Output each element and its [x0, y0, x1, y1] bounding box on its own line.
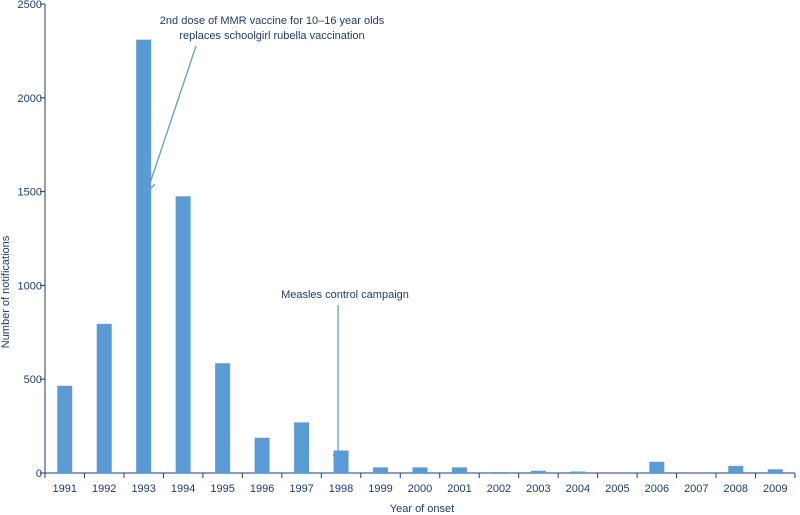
x-tick-label: 1996 — [250, 483, 274, 495]
y-tick-label: 1000 — [18, 280, 42, 292]
x-tick-label: 2009 — [763, 483, 787, 495]
bar-2001 — [451, 467, 467, 473]
x-tick-label: 2006 — [645, 483, 669, 495]
x-tick-label: 2003 — [526, 483, 550, 495]
y-axis-title: Number of notifications — [0, 235, 12, 348]
x-axis-title: Year of onset — [390, 503, 454, 515]
bar-1996 — [254, 437, 270, 473]
y-tick-label: 0 — [36, 468, 42, 480]
x-tick-label: 2002 — [487, 483, 511, 495]
bar-1999 — [373, 467, 389, 473]
annotation-measles-text: Measles control campaign — [281, 289, 409, 301]
x-tick-label: 2005 — [605, 483, 629, 495]
bar-1995 — [215, 363, 231, 473]
y-axis: 0 500 1000 1500 2000 2500 — [18, 0, 46, 480]
bar-2006 — [649, 461, 665, 473]
x-tick-label: 2000 — [408, 483, 432, 495]
bar-1992 — [96, 323, 112, 473]
bar-2002 — [491, 472, 507, 473]
bar-1993 — [136, 39, 152, 473]
x-tick-label: 1997 — [289, 483, 313, 495]
bar-2009 — [767, 469, 783, 473]
annotation-mmr-text: 2nd dose of MMR vaccine for 10–16 year o… — [160, 15, 385, 42]
x-tick-label: 1992 — [92, 483, 116, 495]
bar-2004 — [570, 471, 586, 473]
bar-1994 — [175, 196, 191, 474]
y-tick-label: 2000 — [18, 93, 42, 105]
bars — [57, 39, 783, 474]
annotation-mmr-arrow — [148, 45, 197, 190]
x-tick-label: 2004 — [566, 483, 590, 495]
x-tick-label: 2007 — [684, 483, 708, 495]
x-tick-label: 2001 — [447, 483, 471, 495]
x-tick-label: 1995 — [210, 483, 234, 495]
bar-1998 — [333, 450, 349, 473]
x-tick-label: 1993 — [131, 483, 155, 495]
x-tick-label: 2008 — [724, 483, 748, 495]
bar-1991 — [57, 385, 73, 473]
x-tick-label: 1998 — [329, 483, 353, 495]
bar-2000 — [412, 467, 428, 473]
x-axis: 1991 1992 1993 1994 1995 1996 1997 1998 1999 2000… — [44, 472, 796, 495]
x-tick-label: 1991 — [52, 483, 76, 495]
x-tick-label: 1999 — [368, 483, 392, 495]
annotations: 2nd dose of MMR vaccine for 10–16 year o… — [148, 15, 409, 463]
y-tick-label: 2500 — [18, 0, 42, 11]
bar-1997 — [294, 422, 310, 473]
y-tick-label: 500 — [24, 374, 42, 386]
bar-2008 — [728, 465, 744, 473]
x-tick-label: 1994 — [171, 483, 195, 495]
y-tick-label: 1500 — [18, 187, 42, 199]
bar-2003 — [530, 470, 546, 473]
